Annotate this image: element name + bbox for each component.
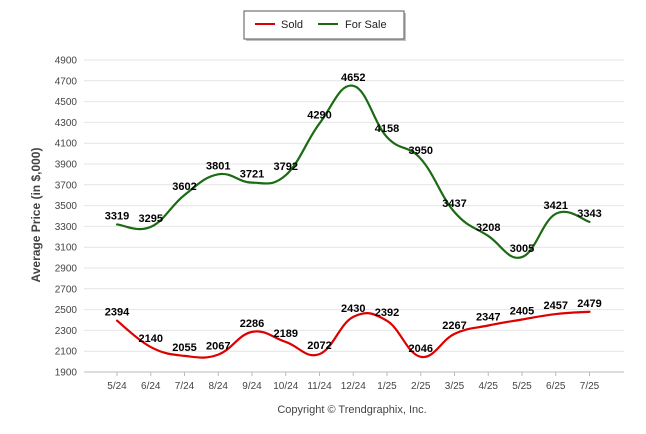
data-label-for-sale: 3295	[139, 213, 163, 225]
data-label-for-sale: 3602	[172, 181, 196, 193]
data-label-for-sale: 3421	[544, 200, 568, 212]
axes: 1900 2100 2300 2500 2700 2900 3100 3300 3500 3700…	[55, 56, 624, 392]
data-label-for-sale: 3792	[274, 161, 298, 173]
y-tick-label: 4900	[55, 56, 78, 67]
data-label-sold: 2067	[206, 341, 230, 353]
y-tick-label: 2900	[55, 264, 78, 275]
legend[interactable]: Sold For Sale	[243, 10, 406, 41]
x-tick-label: 8/24	[209, 381, 229, 392]
x-tick-label: 4/25	[479, 381, 499, 392]
data-label-for-sale: 3950	[409, 145, 433, 157]
y-tick-label: 2500	[55, 305, 78, 316]
data-labels: 2394 2140 2055 2067 2286 2189 2072 2430 2392 2046…	[105, 72, 602, 355]
y-tick-label: 2100	[55, 347, 78, 358]
data-label-sold: 2392	[375, 307, 399, 319]
data-label-for-sale: 4290	[307, 109, 331, 121]
y-axis-title: Average Price (in $,000)	[29, 148, 43, 283]
x-tick-label: 5/24	[107, 381, 127, 392]
y-tick-label: 4500	[55, 97, 78, 108]
data-label-for-sale: 3319	[105, 210, 129, 222]
y-tick-label: 4100	[55, 139, 78, 150]
series-line-sold	[115, 310, 591, 359]
x-tick-label: 1/25	[377, 381, 397, 392]
data-label-sold: 2430	[341, 303, 365, 315]
data-label-for-sale: 4652	[341, 72, 365, 84]
data-label-sold: 2072	[307, 340, 331, 352]
y-tick-label: 3500	[55, 201, 78, 212]
data-label-sold: 2405	[510, 305, 534, 317]
x-tick-label: 3/25	[445, 381, 465, 392]
y-tick-label: 3700	[55, 180, 78, 191]
x-tick-label: 11/24	[307, 381, 332, 392]
y-tick-label: 3900	[55, 160, 78, 171]
copyright-credit: Copyright © Trendgraphix, Inc.	[277, 404, 426, 416]
data-label-sold: 2267	[442, 320, 466, 332]
x-tick-label: 9/24	[242, 381, 262, 392]
data-label-for-sale: 3208	[476, 222, 500, 234]
series-lines	[115, 84, 591, 359]
x-tick-label: 6/24	[141, 381, 161, 392]
grid	[84, 59, 624, 373]
x-tick-label: 6/25	[546, 381, 566, 392]
data-label-sold: 2286	[240, 318, 264, 330]
data-label-for-sale: 4158	[375, 123, 399, 135]
y-tick-label: 3100	[55, 243, 78, 254]
data-label-for-sale: 3005	[510, 243, 534, 255]
data-label-for-sale: 3801	[206, 160, 230, 172]
x-tick-label: 7/24	[175, 381, 195, 392]
y-tick-label: 4300	[55, 118, 78, 129]
data-label-sold: 2046	[409, 343, 433, 355]
data-label-sold: 2140	[139, 333, 163, 345]
data-label-for-sale: 3721	[240, 169, 264, 181]
x-tick-label: 10/24	[273, 381, 298, 392]
data-label-sold: 2479	[577, 298, 601, 310]
y-tick-label: 1900	[55, 368, 78, 379]
y-tick-label: 4700	[55, 76, 78, 87]
legend-label-sold: Sold	[281, 19, 303, 31]
data-label-for-sale: 3437	[442, 198, 466, 210]
data-label-sold: 2394	[105, 307, 130, 319]
x-tick-label: 2/25	[411, 381, 431, 392]
legend-label-for-sale: For Sale	[345, 19, 387, 31]
data-label-for-sale: 3343	[577, 208, 601, 220]
data-label-sold: 2189	[274, 328, 298, 340]
data-label-sold: 2055	[172, 342, 196, 354]
x-tick-label: 5/25	[512, 381, 532, 392]
y-tick-label: 2700	[55, 284, 78, 295]
series-line-for-sale	[115, 84, 591, 259]
x-tick-label: 7/25	[580, 381, 600, 392]
y-tick-label: 2300	[55, 326, 78, 337]
data-label-sold: 2457	[544, 300, 568, 312]
data-label-sold: 2347	[476, 312, 500, 324]
y-tick-label: 3300	[55, 222, 78, 233]
x-tick-label: 12/24	[341, 381, 366, 392]
